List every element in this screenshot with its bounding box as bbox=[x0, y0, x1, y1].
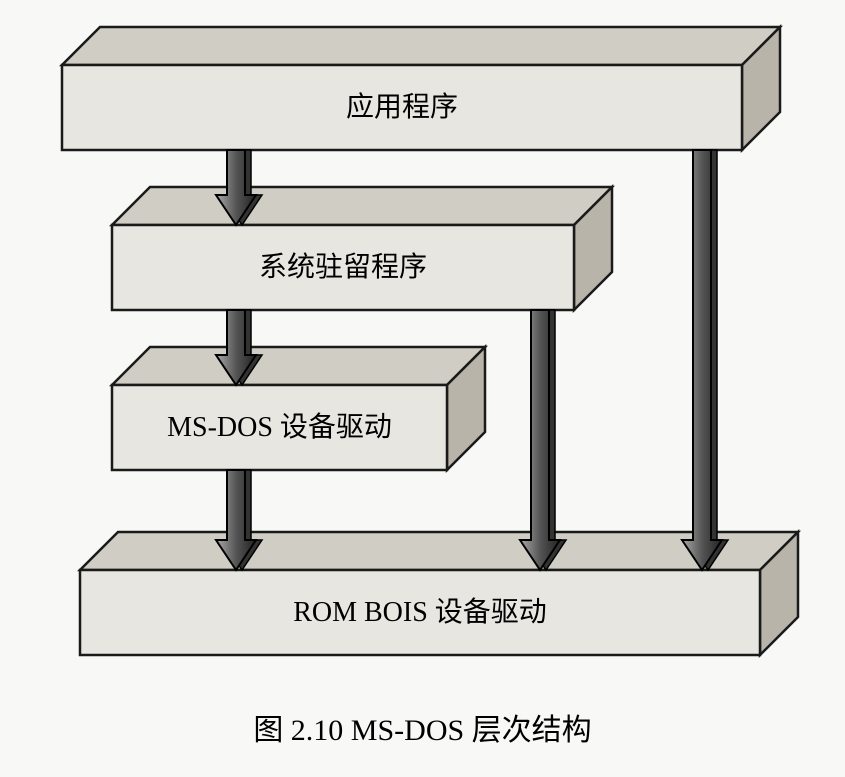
layer-box-driver: MS-DOS 设备驱动 bbox=[112, 347, 485, 470]
layer-box-app: 应用程序 bbox=[62, 27, 780, 150]
diagram-svg: 应用程序系统驻留程序 MS-DOS 设备驱动 ROM BOIS 设备驱动 bbox=[0, 0, 845, 720]
box-label-app: 应用程序 bbox=[346, 91, 458, 123]
layer-box-sys: 系统驻留程序 bbox=[112, 187, 612, 310]
figure-caption: 图 2.10 MS-DOS 层次结构 bbox=[0, 705, 845, 749]
arrow-app-to-rom bbox=[682, 150, 728, 570]
box-label-driver: MS-DOS 设备驱动 bbox=[167, 411, 392, 443]
box-label-sys: 系统驻留程序 bbox=[259, 251, 427, 283]
msdos-layer-diagram: 应用程序系统驻留程序 MS-DOS 设备驱动 ROM BOIS 设备驱动 图 2.1… bbox=[0, 0, 845, 777]
box-label-rom: ROM BOIS 设备驱动 bbox=[293, 596, 547, 628]
